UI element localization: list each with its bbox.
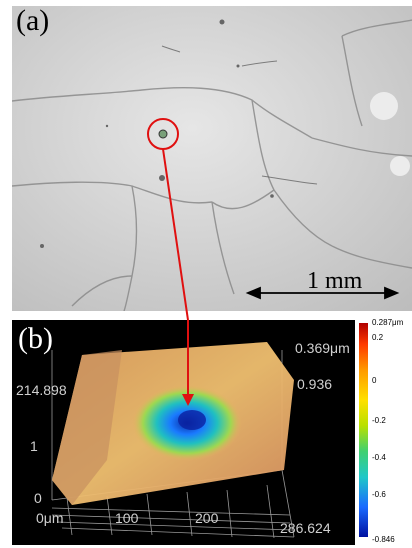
- panel-a-label: (a): [16, 6, 50, 37]
- colorbar-min-label: -0.846: [372, 535, 395, 544]
- x-tick-label: 200: [195, 510, 219, 526]
- x-tick-label: 286.624: [280, 520, 331, 536]
- colorbar-tick: -0.2: [372, 416, 386, 425]
- y-partial-label: 1: [30, 438, 38, 454]
- colorbar-tick: -0.6: [372, 490, 386, 499]
- x-tick-label: 100: [115, 510, 139, 526]
- y-max-label: 214.898: [16, 382, 67, 398]
- surface-profile-panel-b: (b) 0.369μm 0.936 214.898 1 0 0μm 100 20…: [12, 320, 355, 545]
- z-top-label: 0.369μm: [295, 340, 350, 356]
- colorbar: [359, 323, 368, 537]
- surface-3d-plot: [51, 320, 295, 539]
- colorbar-tick: 0.2: [372, 333, 384, 342]
- micrograph-panel-a: (a) 1 mm: [12, 6, 412, 311]
- panel-b-label: (b): [18, 322, 53, 355]
- x-tick-label: 0μm: [36, 510, 64, 526]
- micrograph-image: [12, 6, 412, 311]
- colorbar-tick: 0: [372, 376, 377, 385]
- scale-bar: [245, 286, 400, 300]
- colorbar-tick: -0.4: [372, 453, 386, 462]
- colorbar-max-label: 0.287μm: [372, 318, 404, 327]
- z-mid-label: 0.936: [297, 376, 333, 392]
- y-zero-label: 0: [34, 490, 42, 506]
- scale-bar-label: 1 mm: [307, 268, 363, 294]
